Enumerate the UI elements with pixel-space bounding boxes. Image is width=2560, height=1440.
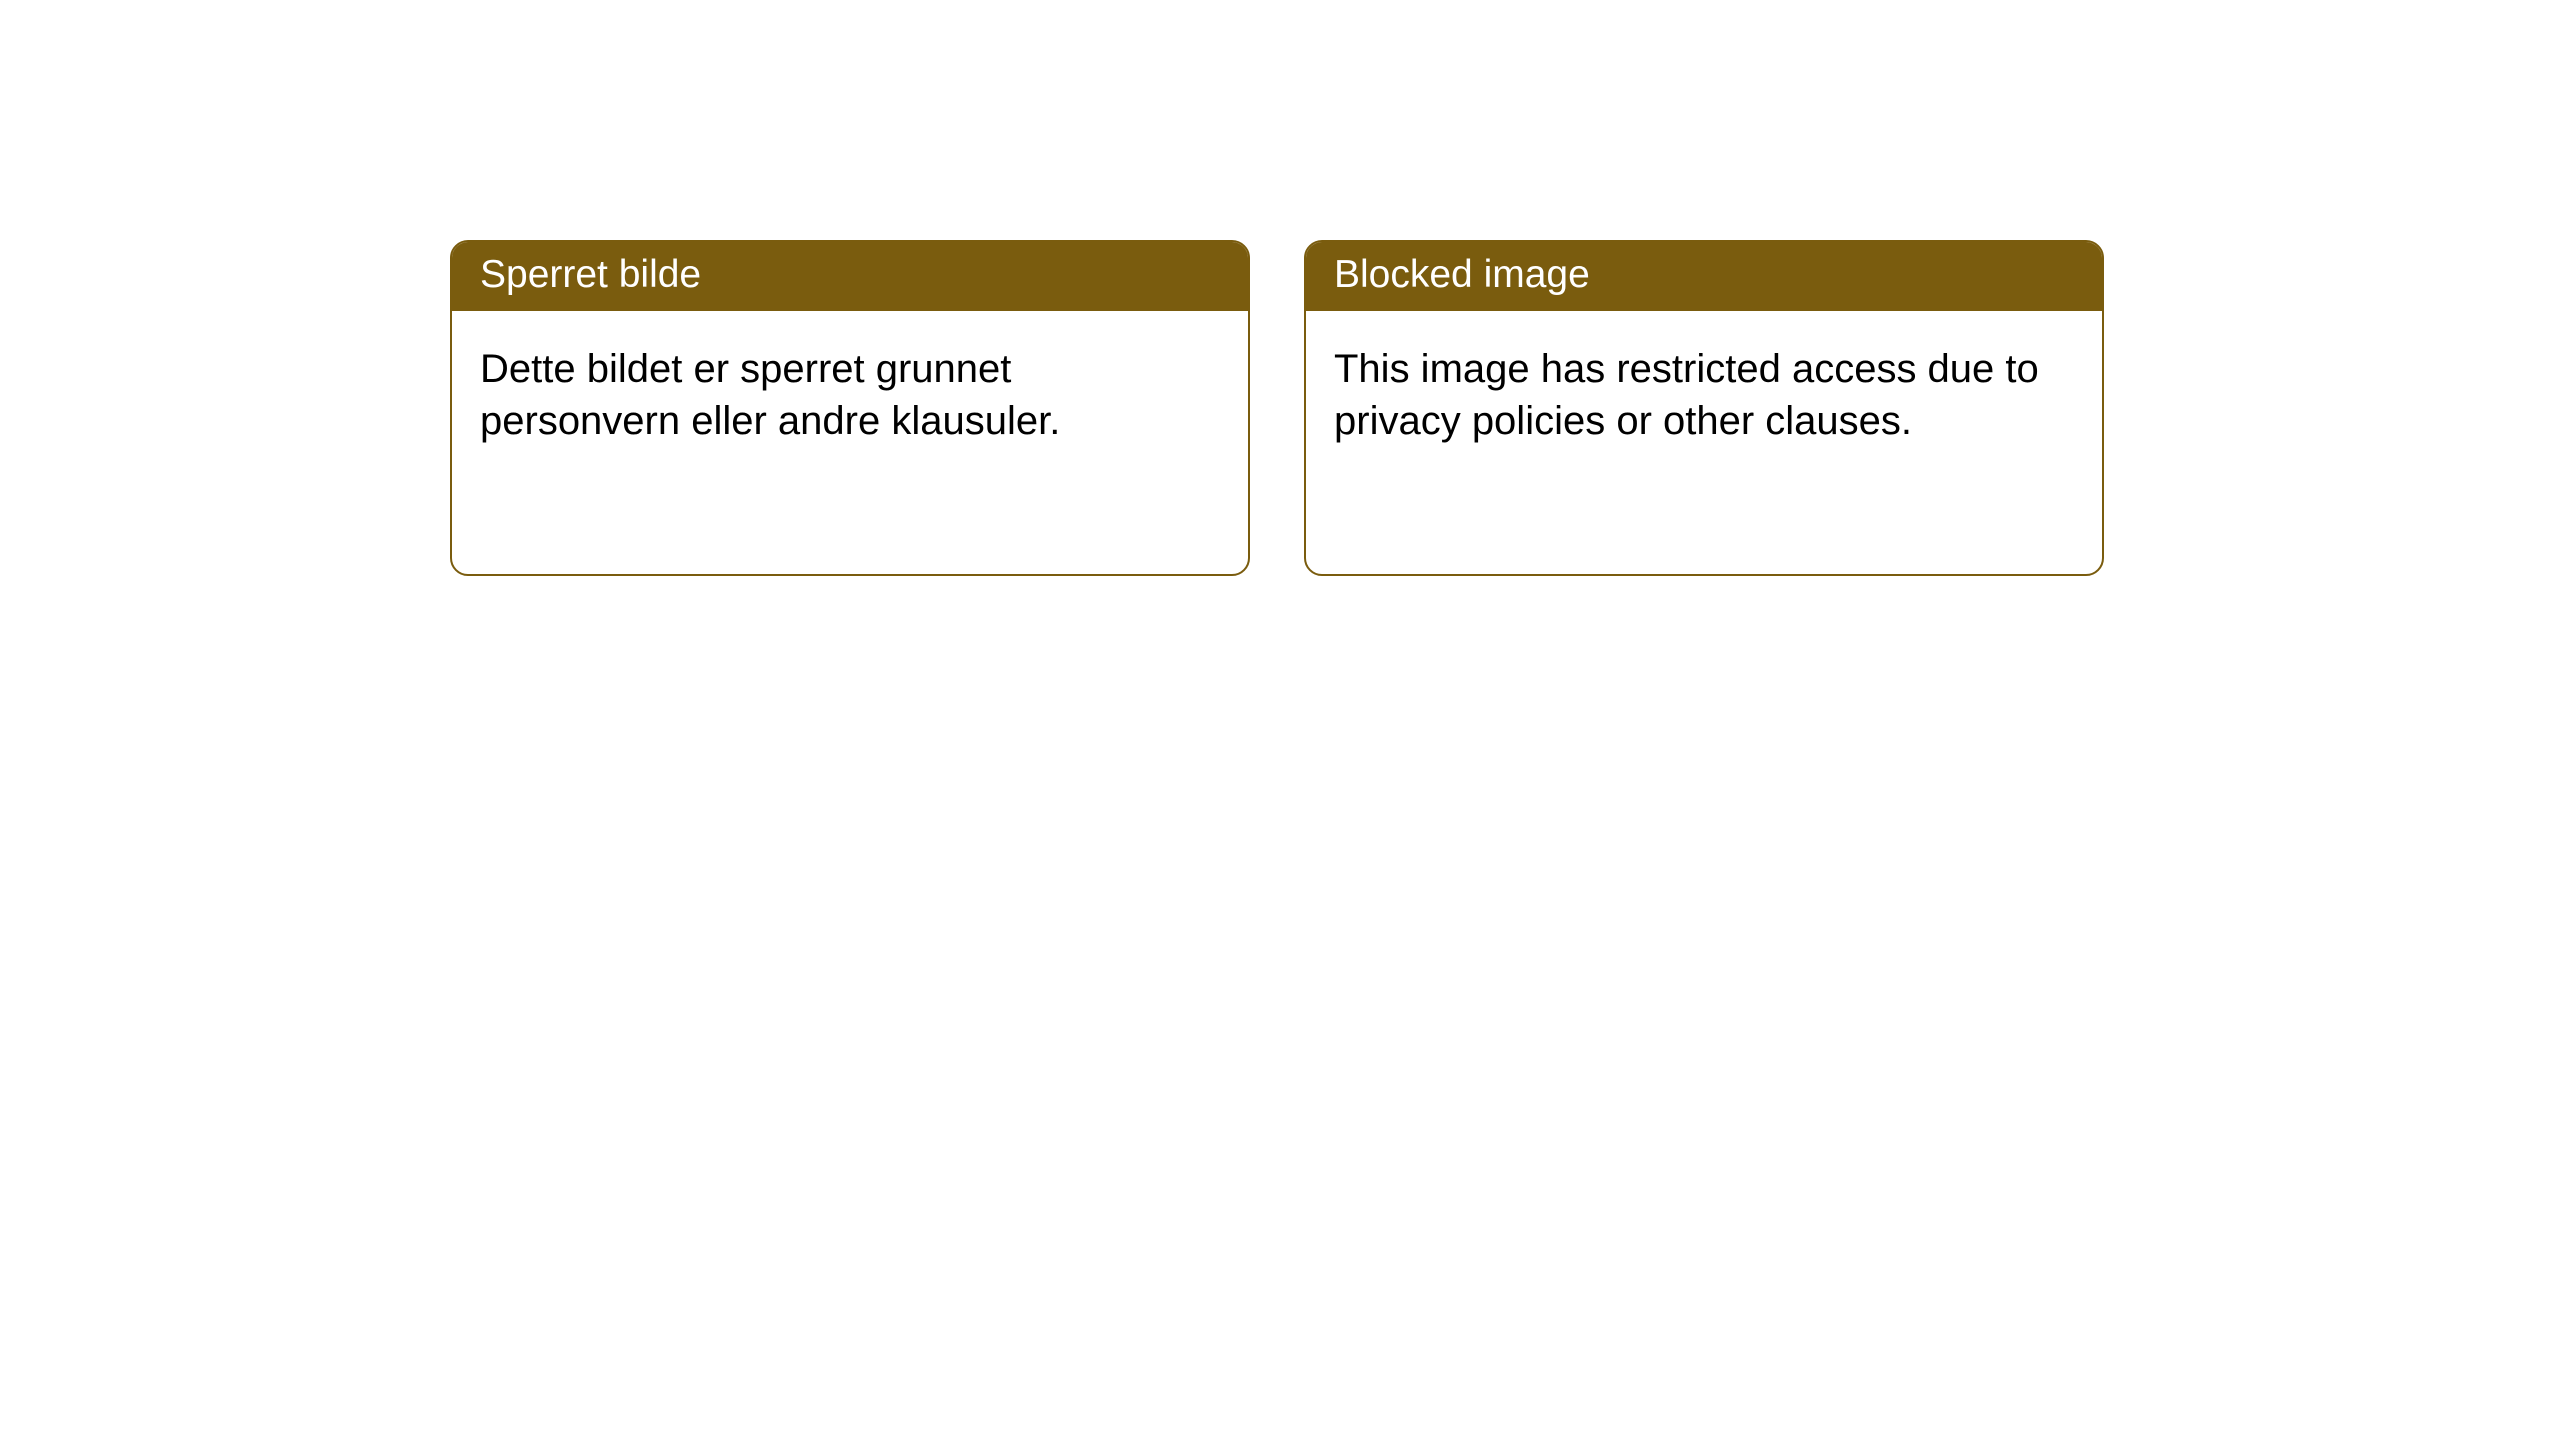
card-body-text: This image has restricted access due to …	[1334, 347, 2039, 443]
card-body: Dette bildet er sperret grunnet personve…	[452, 311, 1248, 479]
card-header: Sperret bilde	[452, 242, 1248, 311]
card-title: Sperret bilde	[480, 253, 701, 296]
card-body-text: Dette bildet er sperret grunnet personve…	[480, 347, 1060, 443]
card-header: Blocked image	[1306, 242, 2102, 311]
card-title: Blocked image	[1334, 253, 1590, 296]
info-card-norwegian: Sperret bilde Dette bildet er sperret gr…	[450, 240, 1250, 576]
info-card-english: Blocked image This image has restricted …	[1304, 240, 2104, 576]
blocked-image-notice-container: Sperret bilde Dette bildet er sperret gr…	[450, 240, 2104, 576]
card-body: This image has restricted access due to …	[1306, 311, 2102, 479]
